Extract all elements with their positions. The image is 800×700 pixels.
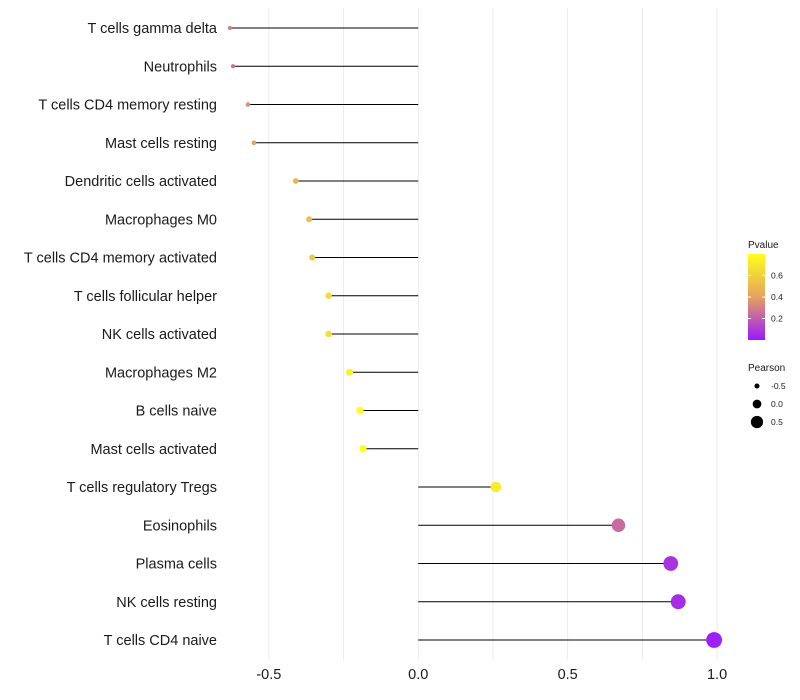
lollipop-point (245, 102, 251, 107)
category-label: Mast cells resting (105, 136, 217, 152)
colorbar-tick-label: 0.4 (771, 292, 783, 302)
x-tick-label: -0.5 (256, 667, 281, 683)
category-label: T cells CD4 naive (104, 633, 217, 649)
category-label: Eosinophils (143, 518, 217, 534)
lollipop-point (227, 25, 233, 31)
x-tick-label: 1.0 (707, 667, 727, 683)
category-label: Neutrophils (144, 59, 217, 75)
lollipop-point (359, 445, 367, 453)
lollipop-point (356, 406, 364, 415)
legend-pvalue-title: Pvalue (748, 240, 779, 251)
lollipop-point (325, 292, 332, 300)
lollipop-point (306, 216, 313, 223)
lollipop-point (611, 518, 626, 532)
category-label: Mast cells activated (90, 442, 217, 458)
lollipop-point (309, 254, 316, 261)
category-label: NK cells activated (102, 327, 217, 343)
category-label: Macrophages M2 (105, 365, 217, 381)
lollipop-point (346, 368, 354, 376)
colorbar-tick-label: 0.2 (771, 314, 783, 324)
category-label: T cells follicular helper (74, 289, 217, 305)
category-label: T cells regulatory Tregs (67, 480, 217, 496)
category-label: Macrophages M0 (105, 212, 217, 228)
size-legend-label: 0.5 (771, 417, 783, 427)
x-tick-label: 0.0 (408, 667, 428, 683)
category-label: T cells CD4 memory resting (38, 98, 217, 114)
pvalue-colorbar (748, 254, 765, 340)
size-legend-dot (750, 415, 764, 429)
legend-pearson-title: Pearson (748, 363, 785, 374)
lollipop-point (706, 632, 722, 648)
lollipop-point (325, 330, 332, 338)
x-tick-label: 0.5 (558, 667, 578, 683)
lollipop-point (230, 64, 236, 69)
category-label: Plasma cells (136, 557, 217, 573)
category-label: T cells CD4 memory activated (24, 251, 217, 267)
colorbar-tick-label: 0.6 (771, 271, 783, 281)
category-label: NK cells resting (116, 595, 217, 611)
lollipop-point (292, 178, 299, 184)
size-legend-dot (752, 399, 762, 409)
lollipop-point (251, 140, 257, 146)
lollipop-point (663, 556, 679, 571)
lollipop-point (490, 481, 502, 493)
size-legend-label: -0.5 (771, 381, 786, 391)
category-label: B cells naive (136, 404, 217, 420)
lollipop-point (670, 594, 686, 610)
category-label: T cells gamma delta (88, 21, 218, 37)
size-legend-label: 0.0 (771, 399, 783, 409)
category-label: Dendritic cells activated (65, 174, 217, 190)
size-legend-dot (754, 383, 760, 389)
